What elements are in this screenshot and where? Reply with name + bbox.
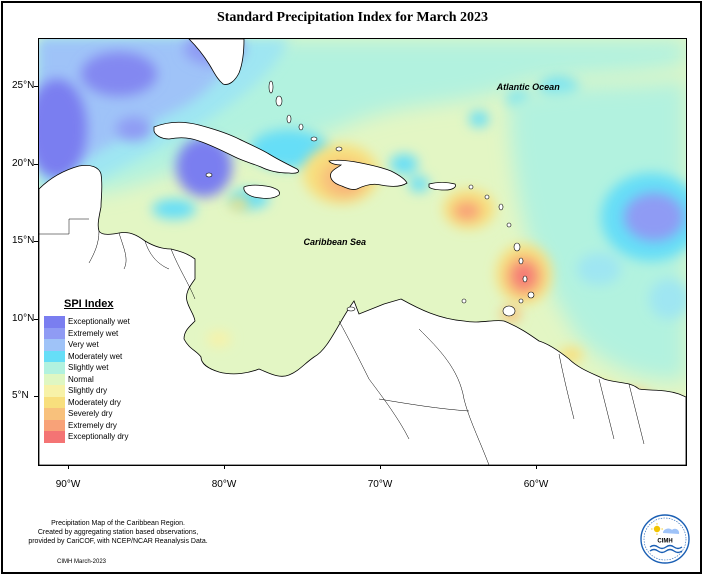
legend-item: Slightly wet — [44, 362, 184, 374]
legend-swatch — [44, 396, 65, 408]
lat-tick — [34, 86, 38, 87]
lat-label: 10°N — [12, 312, 35, 324]
cuba — [153, 121, 299, 174]
lon-label: 80°W — [211, 479, 237, 490]
legend-swatch — [44, 373, 65, 385]
lon-tick — [224, 465, 225, 469]
small-islands — [205, 80, 535, 317]
hispaniola — [328, 159, 408, 190]
legend-label: Very wet — [68, 340, 99, 350]
legend-swatch — [44, 419, 65, 431]
florida — [188, 39, 245, 85]
footer-line-1: Precipitation Map of the Caribbean Regio… — [51, 520, 185, 527]
lat-label: 5°N — [12, 390, 29, 401]
map-title: Standard Precipitation Index for March 2… — [216, 10, 489, 25]
country-borders — [39, 218, 645, 465]
logo-text: CIMH — [657, 539, 672, 545]
footer-line-3: provided by CariCOF, with NCEP/NCAR Rean… — [28, 538, 208, 545]
legend-label: Exceptionally dry — [68, 432, 129, 442]
extremely-wet-east — [624, 193, 684, 241]
legend-item: Moderately dry — [44, 396, 184, 408]
lon-label: 70°W — [367, 479, 393, 490]
legend-title: SPI Index — [64, 298, 114, 310]
lat-tick — [34, 241, 38, 242]
legend-item: Exceptionally dry — [44, 431, 184, 443]
jamaica — [243, 184, 280, 199]
legend-swatch — [44, 316, 65, 328]
legend-swatch — [44, 327, 65, 339]
region-label: Caribbean Sea — [303, 236, 367, 247]
lon-tick — [380, 465, 381, 469]
central-america — [39, 165, 686, 465]
legend-label: Slightly wet — [68, 363, 109, 373]
legend-item: Extremely dry — [44, 419, 184, 431]
legend-label: Exceptionally wet — [68, 317, 130, 327]
legend-label: Extremely dry — [68, 420, 117, 430]
wet-east-atlantic — [509, 79, 686, 380]
wave-icon — [649, 544, 683, 554]
legend-swatch — [44, 385, 65, 397]
legend-label: Slightly dry — [68, 386, 108, 396]
legend-item: Severely dry — [44, 408, 184, 420]
legend-item: Slightly dry — [44, 385, 184, 397]
legend-label: Moderately wet — [68, 351, 123, 361]
sun-icon — [653, 525, 661, 533]
legend-swatch — [44, 431, 65, 443]
legend-label: Moderately dry — [68, 397, 121, 407]
cloud-icon — [663, 528, 680, 534]
lat-tick — [34, 318, 38, 320]
legend-item: Moderately wet — [44, 350, 184, 362]
spi-legend: SPI Index Exceptionally wet Extremely wet… — [44, 298, 184, 443]
cimh-logo: CIMH — [640, 514, 690, 564]
legend-item: Exceptionally wet — [44, 316, 184, 328]
legend-label: Extremely wet — [68, 328, 119, 338]
legend-label: Severely dry — [68, 409, 113, 419]
legend-swatch — [44, 362, 65, 374]
legend-swatch — [44, 350, 65, 362]
lon-label: 90°W — [55, 479, 81, 490]
lat-tick — [34, 163, 38, 165]
lat-label: 20°N — [12, 157, 35, 169]
footer-line-2: Created by aggregating station based obs… — [37, 529, 199, 536]
legend-swatch — [44, 339, 65, 351]
lat-label: 25°N — [12, 80, 35, 91]
land-masses — [39, 39, 686, 465]
legend-items: Exceptionally wet Extremely wet Very wet Mo… — [44, 316, 184, 443]
legend-item: Very wet — [44, 339, 184, 351]
legend-item: Extremely wet — [44, 327, 184, 339]
map-footer: Precipitation Map of the Caribbean Regio… — [28, 519, 208, 546]
lon-tick — [68, 465, 69, 469]
legend-label: Normal — [68, 374, 94, 384]
legend-swatch — [44, 408, 65, 420]
lon-label: 60°W — [523, 479, 549, 490]
puerto-rico — [428, 182, 456, 191]
legend-item: Normal — [44, 373, 184, 385]
lat-tick — [34, 396, 38, 397]
region-label: Atlantic Ocean — [496, 81, 560, 92]
map-area — [38, 38, 687, 466]
lon-tick — [536, 465, 537, 469]
map-credit: CIMH March-2023 — [57, 559, 107, 565]
spi-map — [39, 39, 686, 465]
lat-label: 15°N — [12, 235, 35, 246]
